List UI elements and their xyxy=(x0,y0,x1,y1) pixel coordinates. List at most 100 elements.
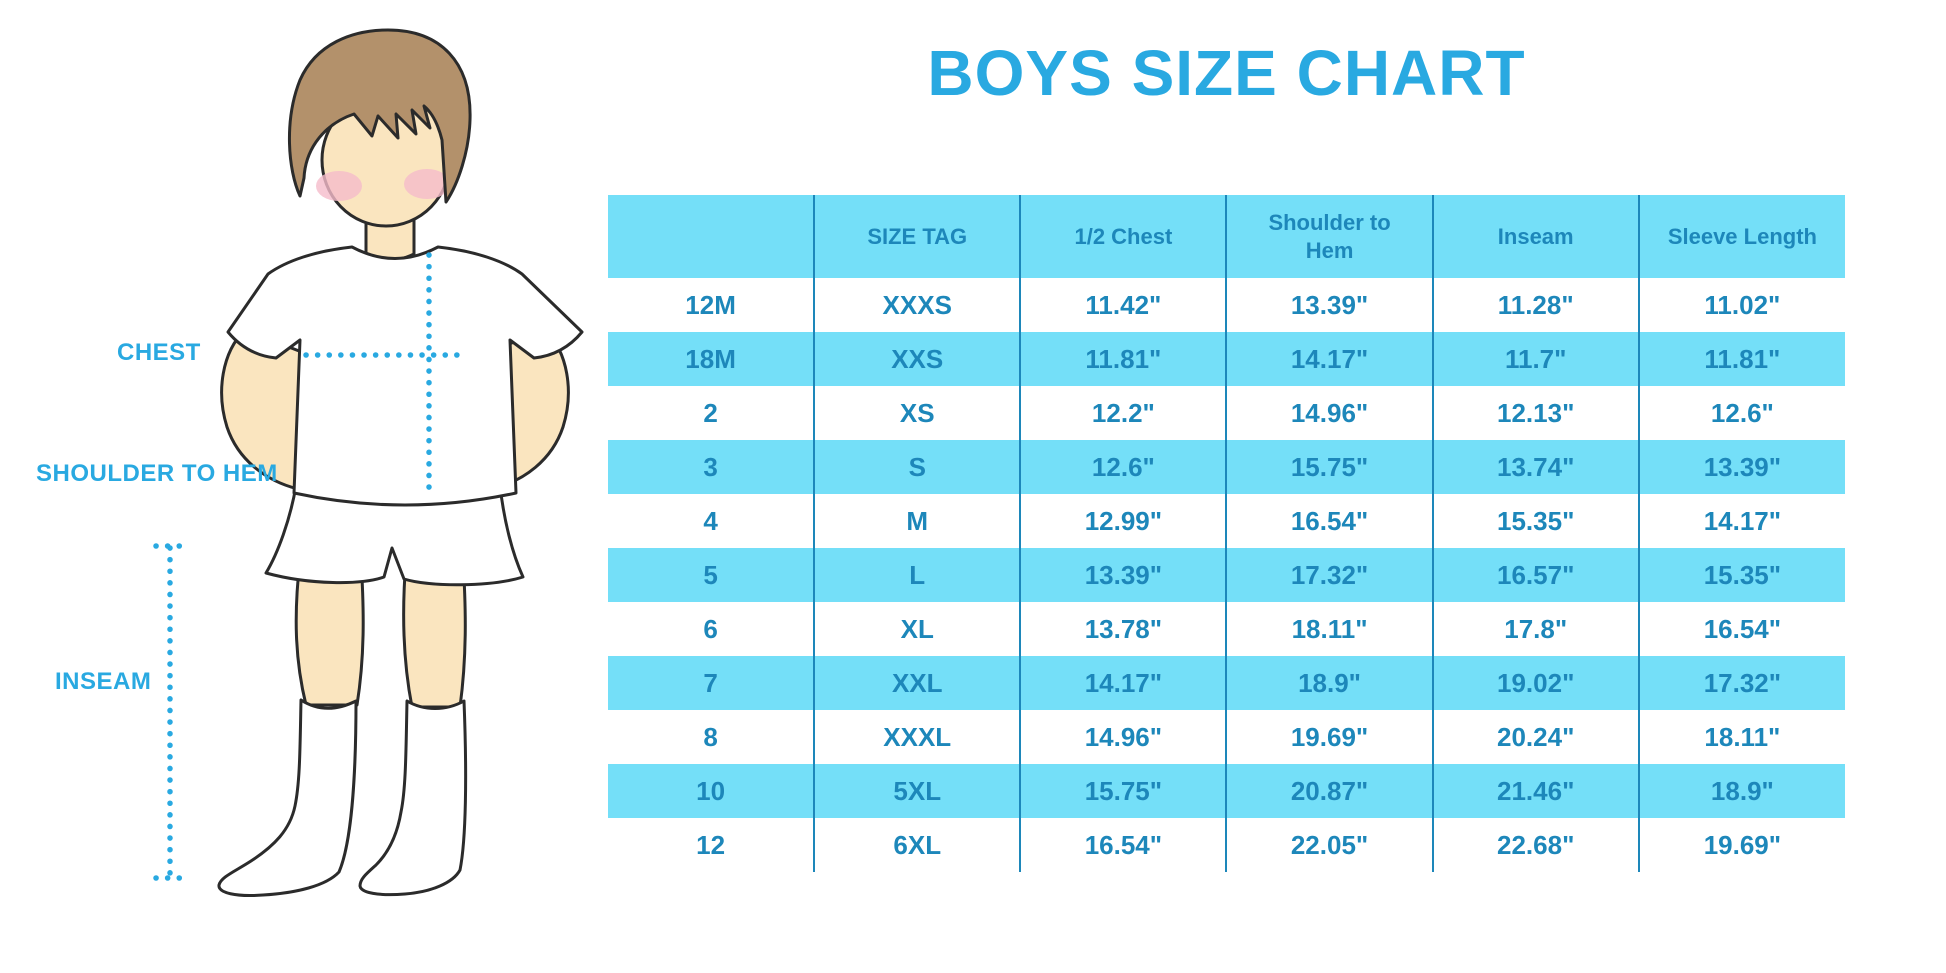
value-cell: 18.11" xyxy=(1225,602,1433,656)
value-cell: 12.13" xyxy=(1431,386,1639,440)
value-cell: 11.02" xyxy=(1637,278,1845,332)
value-cell: 12.6" xyxy=(1637,386,1845,440)
value-cell: M xyxy=(813,494,1021,548)
size-cell: 12 xyxy=(608,818,815,872)
table-row: 8 XXXL 14.96" 19.69" 20.24" 18.11" xyxy=(608,710,1845,764)
header-sleeve-length: Sleeve Length xyxy=(1637,195,1845,278)
table-row: 10 5XL 15.75" 20.87" 21.46" 18.9" xyxy=(608,764,1845,818)
shirt xyxy=(226,245,584,507)
value-cell: 15.35" xyxy=(1431,494,1639,548)
value-cell: 11.81" xyxy=(1637,332,1845,386)
hair xyxy=(288,28,472,204)
value-cell: 13.74" xyxy=(1431,440,1639,494)
table-row: 12M XXXS 11.42" 13.39" 11.28" 11.02" xyxy=(608,278,1845,332)
size-cell: 2 xyxy=(608,386,815,440)
value-cell: 15.75" xyxy=(1225,440,1433,494)
value-cell: XXXS xyxy=(813,278,1021,332)
value-cell: L xyxy=(813,548,1021,602)
value-cell: XXL xyxy=(813,656,1021,710)
value-cell: 14.96" xyxy=(1019,710,1227,764)
value-cell: 22.68" xyxy=(1431,818,1639,872)
value-cell: 19.02" xyxy=(1431,656,1639,710)
value-cell: 22.05" xyxy=(1225,818,1433,872)
value-cell: 11.7" xyxy=(1431,332,1639,386)
value-cell: 14.17" xyxy=(1225,332,1433,386)
value-cell: 19.69" xyxy=(1637,818,1845,872)
size-cell: 7 xyxy=(608,656,815,710)
chest-label: CHEST xyxy=(117,339,201,366)
value-cell: 12.6" xyxy=(1019,440,1227,494)
size-chart-table: SIZE TAG 1/2 Chest Shoulder to Hem Insea… xyxy=(608,195,1845,872)
table-row: 5 L 13.39" 17.32" 16.57" 15.35" xyxy=(608,548,1845,602)
value-cell: 16.54" xyxy=(1019,818,1227,872)
size-table-header: SIZE TAG 1/2 Chest Shoulder to Hem Insea… xyxy=(608,195,1845,278)
table-row: 2 XS 12.2" 14.96" 12.13" 12.6" xyxy=(608,386,1845,440)
header-row: SIZE TAG 1/2 Chest Shoulder to Hem Insea… xyxy=(608,195,1845,278)
value-cell: 11.81" xyxy=(1019,332,1227,386)
size-cell: 6 xyxy=(608,602,815,656)
value-cell: 20.87" xyxy=(1225,764,1433,818)
value-cell: XXXL xyxy=(813,710,1021,764)
value-cell: 14.96" xyxy=(1225,386,1433,440)
size-cell: 5 xyxy=(608,548,815,602)
value-cell: 12.2" xyxy=(1019,386,1227,440)
value-cell: 18.9" xyxy=(1637,764,1845,818)
value-cell: 16.57" xyxy=(1431,548,1639,602)
shoulder-to-hem-label: SHOULDER TO HEM xyxy=(36,460,278,487)
size-cell: 8 xyxy=(608,710,815,764)
header-shoulder-to-hem: Shoulder to Hem xyxy=(1225,195,1433,278)
value-cell: 13.39" xyxy=(1225,278,1433,332)
value-cell: 20.24" xyxy=(1431,710,1639,764)
size-cell: 3 xyxy=(608,440,815,494)
value-cell: 18.11" xyxy=(1637,710,1845,764)
value-cell: 18.9" xyxy=(1225,656,1433,710)
value-cell: 13.39" xyxy=(1637,440,1845,494)
header-half-chest: 1/2 Chest xyxy=(1019,195,1227,278)
value-cell: 5XL xyxy=(813,764,1021,818)
table-row: 12 6XL 16.54" 22.05" 22.68" 19.69" xyxy=(608,818,1845,872)
right-sock xyxy=(358,699,468,897)
value-cell: 17.32" xyxy=(1637,656,1845,710)
value-cell: 16.54" xyxy=(1637,602,1845,656)
value-cell: 13.78" xyxy=(1019,602,1227,656)
value-cell: 14.17" xyxy=(1019,656,1227,710)
boy-measurement-illustration xyxy=(153,28,584,897)
value-cell: 11.28" xyxy=(1431,278,1639,332)
value-cell: 17.32" xyxy=(1225,548,1433,602)
value-cell: 21.46" xyxy=(1431,764,1639,818)
header-size xyxy=(608,195,815,278)
value-cell: 11.42" xyxy=(1019,278,1227,332)
value-cell: XS xyxy=(813,386,1021,440)
value-cell: 6XL xyxy=(813,818,1021,872)
value-cell: 15.35" xyxy=(1637,548,1845,602)
value-cell: 14.17" xyxy=(1637,494,1845,548)
value-cell: 19.69" xyxy=(1225,710,1433,764)
value-cell: S xyxy=(813,440,1021,494)
cheeks xyxy=(316,169,450,201)
value-cell: XXS xyxy=(813,332,1021,386)
inseam-label: INSEAM xyxy=(55,668,152,695)
header-inseam: Inseam xyxy=(1431,195,1639,278)
page-title: BOYS SIZE CHART xyxy=(927,37,1526,109)
size-cell: 18M xyxy=(608,332,815,386)
value-cell: 13.39" xyxy=(1019,548,1227,602)
value-cell: 15.75" xyxy=(1019,764,1227,818)
size-table-body: 12M XXXS 11.42" 13.39" 11.28" 11.02" 18M XXS 11.… xyxy=(608,278,1845,872)
size-cell: 4 xyxy=(608,494,815,548)
size-cell: 10 xyxy=(608,764,815,818)
left-arm xyxy=(220,328,314,491)
table-row: 4 M 12.99" 16.54" 15.35" 14.17" xyxy=(608,494,1845,548)
value-cell: 17.8" xyxy=(1431,602,1639,656)
value-cell: XL xyxy=(813,602,1021,656)
measurement-lines xyxy=(153,252,465,881)
size-cell: 12M xyxy=(608,278,815,332)
table-row: 7 XXL 14.17" 18.9" 19.02" 17.32" xyxy=(608,656,1845,710)
header-size-tag: SIZE TAG xyxy=(813,195,1021,278)
value-cell: 16.54" xyxy=(1225,494,1433,548)
table-row: 18M XXS 11.81" 14.17" 11.7" 11.81" xyxy=(608,332,1845,386)
table-row: 3 S 12.6" 15.75" 13.74" 13.39" xyxy=(608,440,1845,494)
table-row: 6 XL 13.78" 18.11" 17.8" 16.54" xyxy=(608,602,1845,656)
left-sock xyxy=(217,698,358,897)
value-cell: 12.99" xyxy=(1019,494,1227,548)
